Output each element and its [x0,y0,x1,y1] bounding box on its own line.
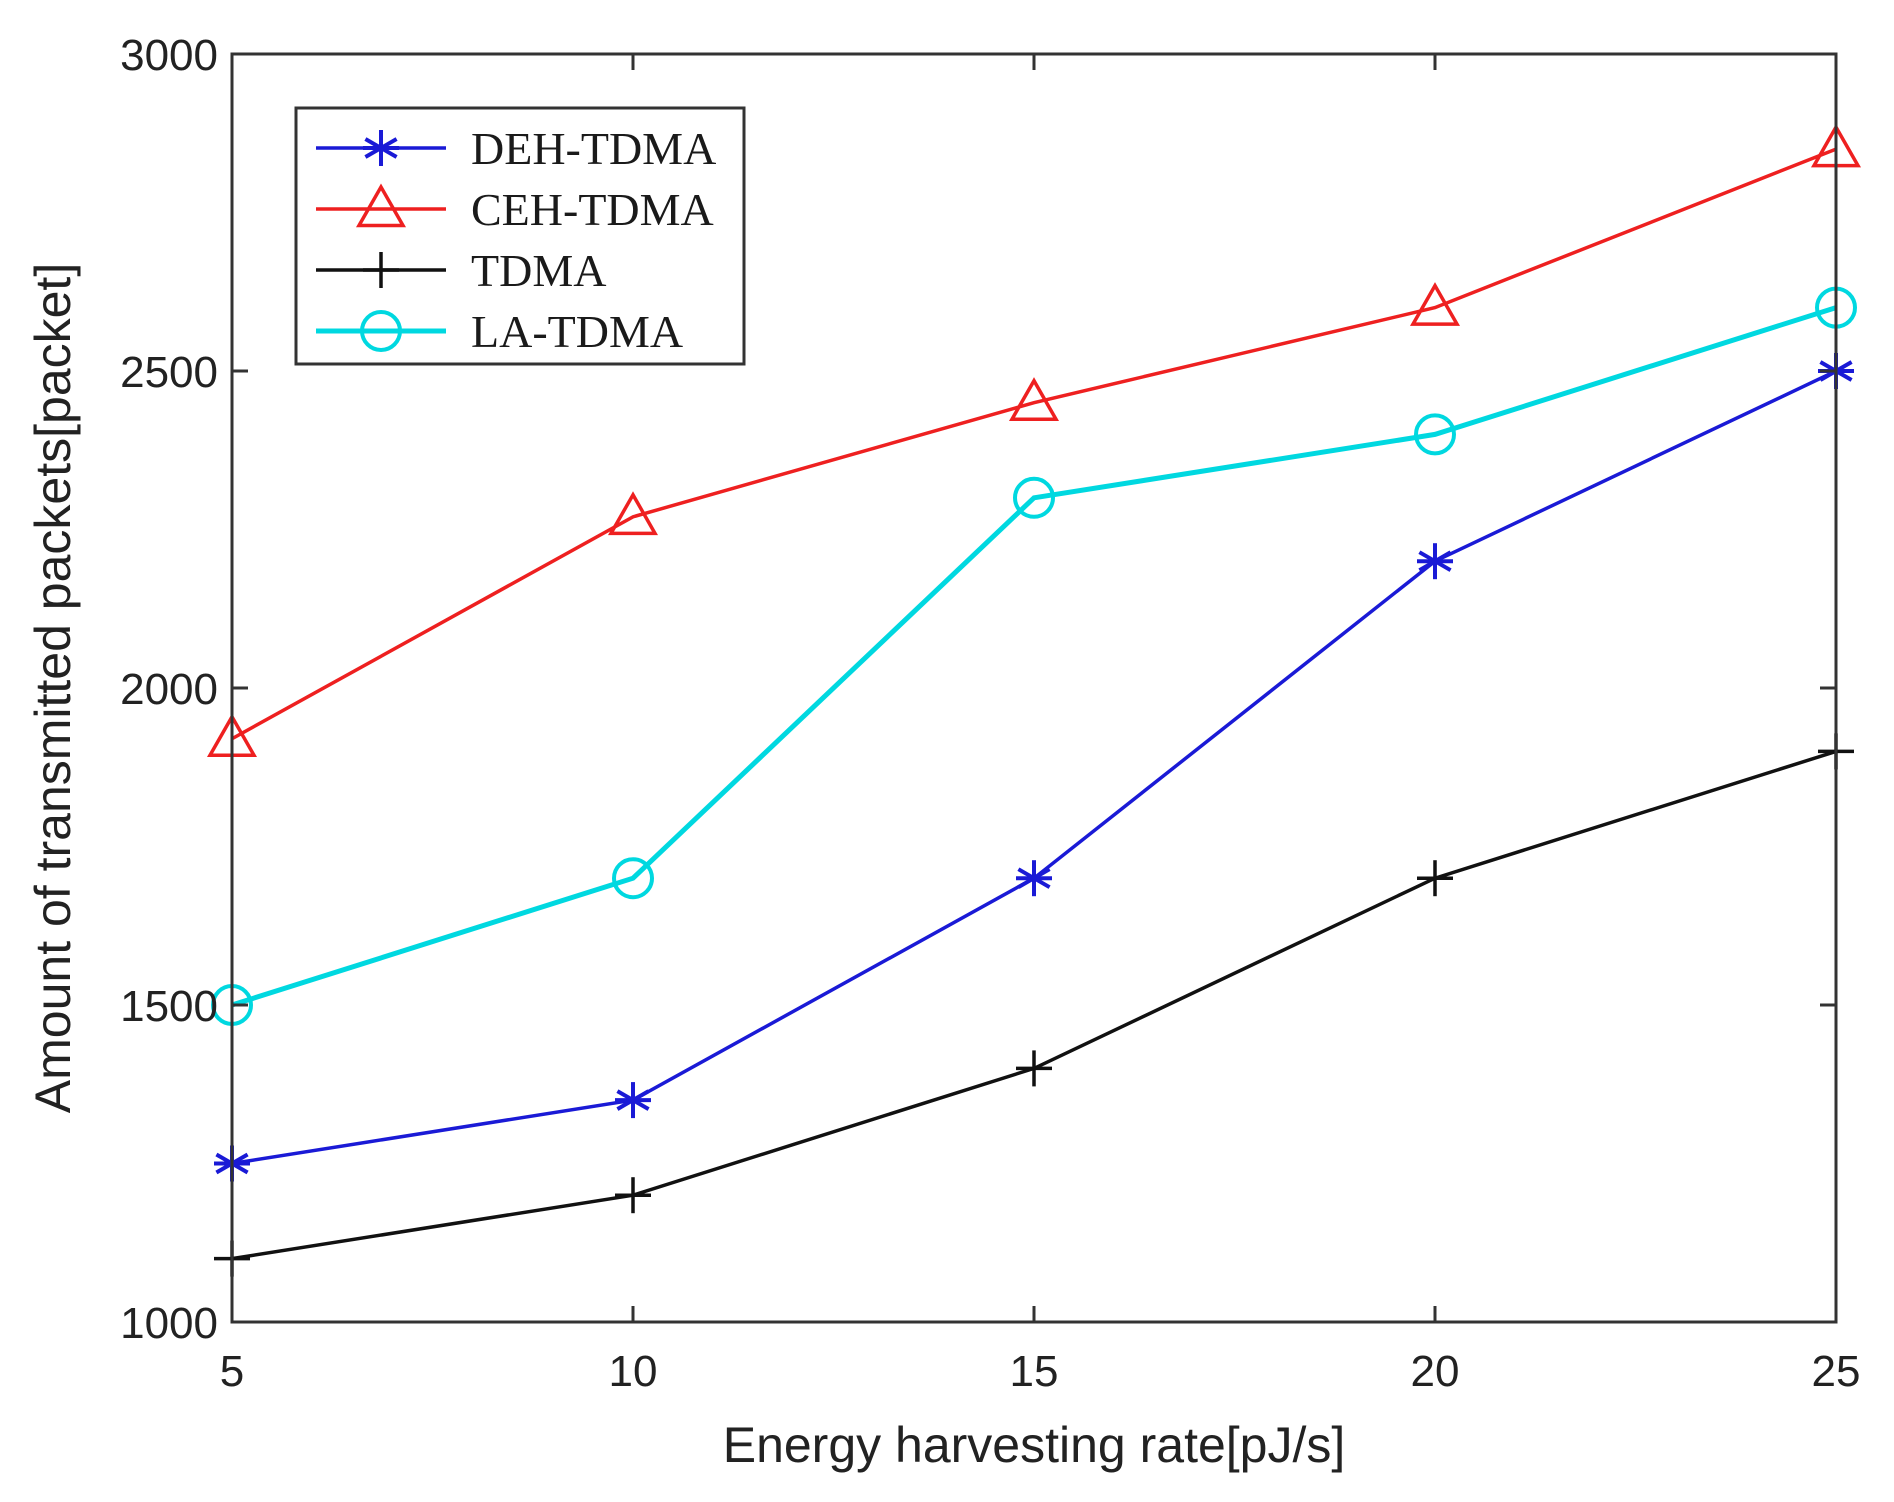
x-tick-label: 20 [1411,1347,1460,1396]
y-tick-label: 1500 [120,982,218,1031]
data-point-la-tdma [612,857,654,900]
data-point-deh-tdma [615,1082,651,1119]
data-point-tdma [1417,860,1453,897]
data-point-tdma [1016,1050,1052,1087]
series-line-ceh-tdma [231,147,1837,741]
y-tick-label: 1000 [120,1299,218,1348]
x-tick-label: 10 [609,1347,658,1396]
legend-marker-la-tdma [360,310,402,352]
legend: DEH-TDMA CEH-TDMA TDMA LA-TDMA [294,106,746,366]
legend-marker-tdma [363,252,399,288]
series-la-tdma [211,286,1857,1026]
y-tick-label: 2000 [120,665,218,714]
legend-marker-deh-tdma [363,130,399,166]
data-point-deh-tdma [1417,543,1453,580]
legend-item-deh-tdma: DEH-TDMA [316,123,716,174]
x-tick-label: 25 [1812,1347,1861,1396]
legend-item-tdma: TDMA [316,245,606,296]
legend-box [294,106,746,366]
legend-label: DEH-TDMA [471,123,716,174]
x-tick-label: 15 [1010,1347,1059,1396]
legend-label: CEH-TDMA [471,184,714,235]
data-point-tdma [615,1177,651,1214]
series-layer [206,123,1862,1277]
data-point-ceh-tdma [607,491,659,536]
ticks-layer: 5 10 15 20 25 1000 1500 2000 2500 3000 [120,31,1860,1396]
y-tick-label: 3000 [120,31,218,80]
y-axis-title: Amount of transmitted packets[packet] [25,263,81,1113]
legend-label: LA-TDMA [471,306,683,357]
x-tick-label: 5 [220,1347,244,1396]
data-point-ceh-tdma [1008,377,1060,421]
data-point-ceh-tdma [1409,282,1461,326]
x-axis-title: Energy harvesting rate[pJ/s] [723,1417,1346,1473]
legend-item-ceh-tdma: CEH-TDMA [316,183,714,235]
series-line-la-tdma [231,305,1837,1008]
data-point-la-tdma [1013,476,1055,519]
series-deh-tdma [214,353,1854,1182]
legend-label: TDMA [471,245,606,296]
legend-marker-ceh-tdma [355,183,407,228]
legend-item-la-tdma: LA-TDMA [316,306,683,357]
y-tick-label: 2500 [120,348,218,397]
data-point-deh-tdma [1016,860,1052,897]
data-point-la-tdma [1414,413,1456,456]
